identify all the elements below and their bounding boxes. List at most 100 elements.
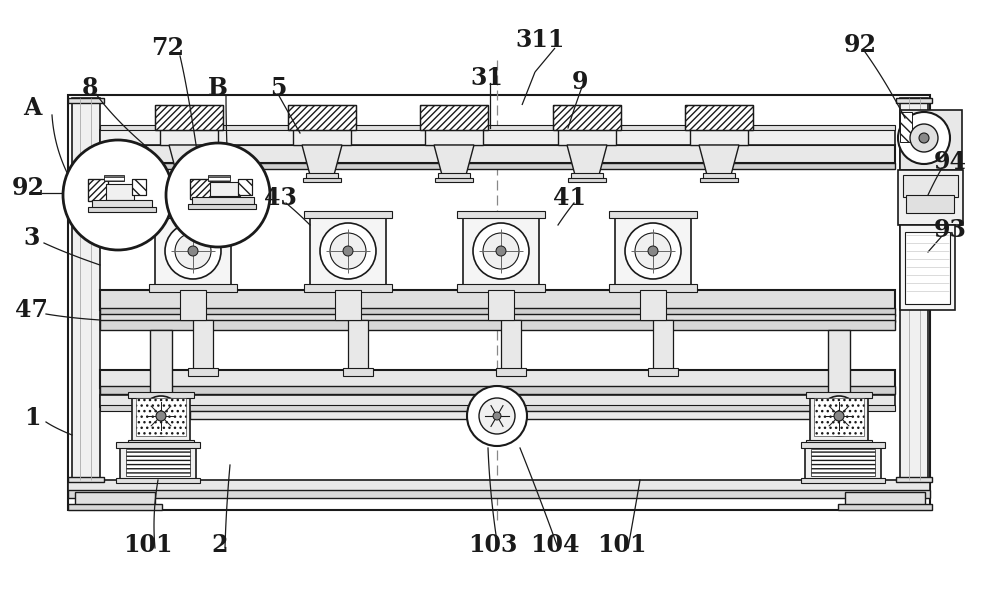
Bar: [100, 145, 895, 163]
Bar: [188, 368, 218, 376]
Bar: [896, 477, 932, 482]
Bar: [293, 128, 351, 145]
Text: 101: 101: [123, 533, 173, 557]
Text: 2: 2: [212, 533, 228, 557]
Text: 41: 41: [554, 186, 586, 210]
Text: 5: 5: [270, 76, 286, 100]
Bar: [501, 320, 521, 370]
Circle shape: [473, 223, 529, 279]
Text: 103: 103: [468, 533, 518, 557]
Bar: [150, 330, 172, 400]
Circle shape: [479, 398, 515, 434]
Bar: [898, 170, 963, 225]
Circle shape: [320, 223, 376, 279]
Bar: [609, 284, 697, 292]
Text: A: A: [23, 96, 41, 120]
Bar: [100, 395, 895, 407]
Bar: [100, 370, 895, 388]
Bar: [811, 449, 875, 476]
Bar: [100, 308, 895, 316]
Bar: [304, 284, 392, 292]
Text: 3: 3: [24, 226, 40, 250]
Polygon shape: [699, 145, 739, 175]
Polygon shape: [434, 145, 474, 175]
Bar: [457, 284, 545, 292]
Bar: [208, 175, 230, 181]
Bar: [68, 504, 162, 510]
Bar: [190, 179, 212, 199]
Bar: [806, 392, 872, 398]
Bar: [553, 105, 621, 130]
Bar: [149, 284, 237, 292]
Circle shape: [343, 246, 353, 256]
Bar: [120, 445, 196, 480]
Bar: [190, 411, 810, 419]
Bar: [900, 225, 955, 310]
Bar: [438, 173, 470, 179]
Bar: [571, 173, 603, 179]
Bar: [100, 320, 895, 330]
Bar: [615, 215, 691, 288]
Bar: [703, 173, 735, 179]
Bar: [435, 178, 473, 182]
Bar: [92, 200, 152, 208]
Bar: [88, 207, 156, 212]
Bar: [700, 178, 738, 182]
Circle shape: [467, 386, 527, 446]
Bar: [343, 368, 373, 376]
Circle shape: [919, 133, 929, 143]
Bar: [72, 98, 100, 480]
Bar: [68, 480, 930, 492]
Bar: [810, 395, 868, 443]
Bar: [75, 492, 155, 507]
Circle shape: [496, 246, 506, 256]
Bar: [488, 290, 514, 320]
Bar: [558, 128, 616, 145]
Circle shape: [175, 233, 211, 269]
Bar: [68, 490, 930, 498]
Text: 93: 93: [934, 218, 966, 242]
Circle shape: [330, 233, 366, 269]
Circle shape: [141, 396, 181, 436]
Bar: [496, 368, 526, 376]
Bar: [838, 504, 932, 510]
Bar: [805, 445, 881, 480]
Bar: [68, 98, 104, 103]
Bar: [140, 395, 182, 407]
Bar: [170, 178, 208, 182]
Bar: [68, 477, 104, 482]
Text: 92: 92: [844, 33, 876, 57]
Text: 31: 31: [471, 66, 503, 90]
Bar: [801, 478, 885, 483]
Bar: [116, 442, 200, 448]
Bar: [132, 179, 146, 195]
Circle shape: [63, 140, 173, 250]
Bar: [801, 442, 885, 448]
Bar: [685, 105, 753, 130]
Circle shape: [156, 411, 166, 421]
Bar: [210, 182, 240, 196]
Bar: [900, 112, 912, 142]
Circle shape: [483, 233, 519, 269]
Text: B: B: [208, 76, 228, 100]
Bar: [348, 320, 368, 370]
Text: 92: 92: [12, 176, 44, 200]
Bar: [100, 405, 895, 411]
Circle shape: [648, 246, 658, 256]
Bar: [900, 110, 962, 170]
Text: 94: 94: [934, 150, 966, 174]
Bar: [132, 179, 146, 195]
Circle shape: [898, 112, 950, 164]
Bar: [288, 105, 356, 130]
Bar: [88, 179, 108, 201]
Bar: [553, 105, 621, 130]
Bar: [425, 128, 483, 145]
Bar: [648, 368, 678, 376]
Bar: [420, 105, 488, 130]
Bar: [173, 173, 205, 179]
Bar: [126, 449, 190, 476]
Circle shape: [165, 223, 221, 279]
Bar: [568, 178, 606, 182]
Bar: [905, 232, 950, 304]
Circle shape: [188, 246, 198, 256]
